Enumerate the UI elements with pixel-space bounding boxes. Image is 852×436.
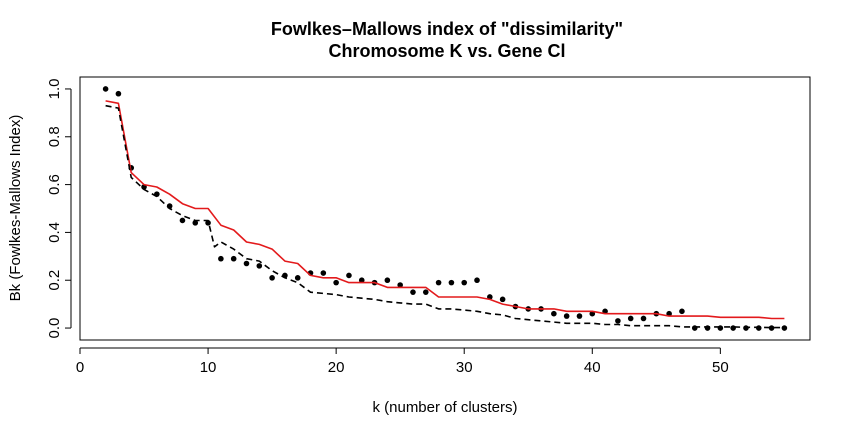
dashed-series-line	[105, 104, 785, 329]
data-point	[730, 325, 736, 331]
data-point	[102, 86, 109, 92]
data-point	[397, 282, 403, 288]
data-point	[461, 279, 468, 286]
data-point	[422, 289, 429, 295]
y-axis: 0.0 0.2 0.4 0.6 0.8 1.0	[46, 79, 72, 339]
x-tick-label: 50	[712, 359, 729, 376]
data-point	[679, 308, 685, 315]
data-point	[230, 255, 237, 262]
chart-title-line2: Chromosome K vs. Gene Cl	[328, 41, 565, 61]
data-point	[333, 279, 339, 286]
data-point	[358, 277, 365, 284]
chart-title-line1: Fowlkes–Mallows index of "dissimilarity"	[271, 19, 623, 39]
data-point	[205, 220, 211, 226]
data-point	[435, 279, 442, 286]
data-point	[192, 220, 199, 226]
y-tick-label: 0.2	[46, 270, 63, 291]
data-point	[627, 315, 634, 322]
data-point	[499, 296, 506, 303]
data-point	[704, 325, 711, 331]
y-tick-label: 1.0	[46, 79, 63, 100]
data-point	[474, 277, 480, 284]
data-point	[269, 275, 275, 281]
data-point	[256, 263, 263, 269]
x-axis: 0 10 20 30 40 50	[76, 347, 729, 376]
data-point	[563, 313, 570, 319]
x-tick-label: 20	[328, 359, 345, 376]
y-tick-label: 0.0	[46, 318, 63, 339]
x-tick-label: 0	[76, 359, 84, 376]
y-axis-label: Bk (Fowlkes-Mallows Index)	[7, 115, 24, 302]
data-point	[384, 277, 391, 284]
data-point	[576, 313, 583, 319]
data-point	[218, 255, 224, 262]
plot-frame	[79, 76, 811, 341]
data-point	[410, 289, 416, 295]
data-point	[320, 270, 327, 276]
x-axis-label: k (number of clusters)	[372, 399, 517, 416]
series-layer	[102, 86, 788, 331]
data-point	[448, 279, 455, 286]
y-tick-label: 0.8	[46, 126, 63, 147]
x-tick-label: 30	[456, 359, 473, 376]
x-tick-label: 10	[200, 359, 217, 376]
data-point	[243, 260, 250, 267]
data-point	[294, 275, 301, 281]
x-tick-label: 40	[584, 359, 601, 376]
red-series-line	[105, 100, 785, 320]
data-point	[179, 217, 186, 224]
y-tick-label: 0.6	[46, 174, 63, 195]
data-point	[717, 325, 724, 331]
data-point	[768, 325, 775, 331]
data-point	[640, 315, 647, 322]
data-point	[615, 318, 621, 324]
data-point	[551, 310, 557, 317]
data-point	[115, 90, 122, 97]
data-point	[691, 325, 698, 331]
y-tick-label: 0.4	[46, 222, 63, 243]
data-point	[346, 272, 352, 279]
